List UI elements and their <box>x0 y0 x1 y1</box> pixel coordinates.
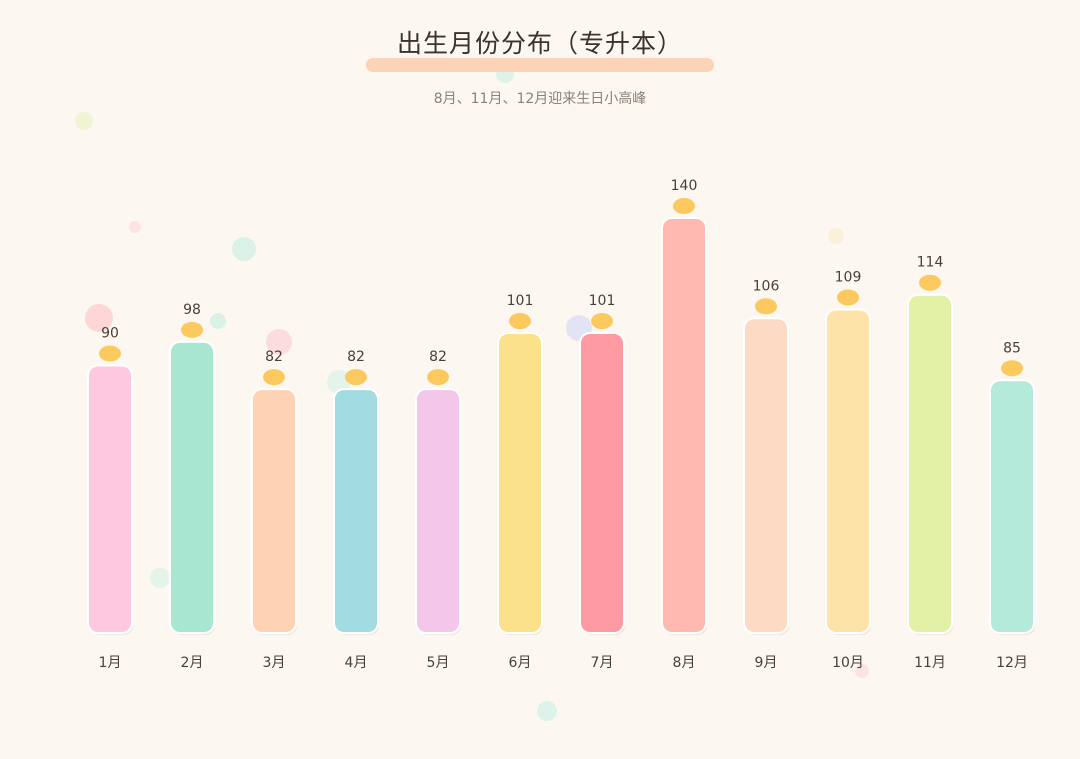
value-dot <box>1001 360 1023 377</box>
bar-11月 <box>909 295 951 632</box>
bar-12月 <box>991 381 1033 632</box>
value-label: 90 <box>101 326 119 342</box>
category-label: 12月 <box>996 655 1028 671</box>
value-dot <box>345 369 367 386</box>
chart-title: 出生月份分布（专升本） <box>396 29 683 58</box>
bubble <box>232 237 256 261</box>
value-dot <box>509 313 531 330</box>
bubble <box>266 329 292 355</box>
value-label: 101 <box>507 293 534 309</box>
bubble <box>327 370 351 394</box>
title-underline <box>366 58 714 72</box>
bubble <box>537 701 557 721</box>
value-dot <box>919 274 941 291</box>
chart-subtitle: 8月、11月、12月迎来生日小高峰 <box>433 91 647 107</box>
category-label: 6月 <box>509 655 532 671</box>
bar-8月 <box>663 219 705 632</box>
value-dot <box>99 345 121 362</box>
category-label: 10月 <box>832 655 864 671</box>
value-label: 82 <box>347 349 365 365</box>
category-label: 5月 <box>427 655 450 671</box>
bar-9月 <box>745 319 787 632</box>
category-label: 3月 <box>263 655 286 671</box>
bar-6月 <box>499 334 541 632</box>
bubble <box>855 664 869 678</box>
value-label: 106 <box>753 278 780 294</box>
value-label: 109 <box>835 269 862 285</box>
value-label: 114 <box>917 255 944 271</box>
bar-7月 <box>581 334 623 632</box>
bar-5月 <box>417 390 459 632</box>
value-dot <box>181 321 203 338</box>
value-dot <box>591 313 613 330</box>
value-dot <box>673 198 695 214</box>
category-label: 7月 <box>591 655 614 671</box>
value-label: 82 <box>429 349 447 365</box>
bubble <box>828 228 844 244</box>
bubble <box>75 112 93 130</box>
category-label: 1月 <box>99 655 122 671</box>
value-label: 85 <box>1003 340 1021 356</box>
category-label: 2月 <box>181 655 204 671</box>
value-label: 82 <box>265 349 283 365</box>
category-label: 8月 <box>673 655 696 671</box>
value-dot <box>427 369 449 386</box>
bar-10月 <box>827 310 869 632</box>
bubble <box>150 568 170 588</box>
value-label: 98 <box>183 302 201 318</box>
bubble <box>210 313 226 329</box>
bar-4月 <box>335 390 377 632</box>
category-label: 9月 <box>755 655 778 671</box>
value-dot <box>263 369 285 386</box>
bubble <box>85 304 113 332</box>
value-dot <box>837 289 859 306</box>
value-label: 140 <box>671 178 698 194</box>
category-label: 11月 <box>914 655 946 671</box>
value-label: 101 <box>589 293 616 309</box>
value-dot <box>755 298 777 315</box>
bar-2月 <box>171 342 213 632</box>
category-label: 4月 <box>345 655 368 671</box>
bar-1月 <box>89 366 131 632</box>
bubble <box>129 221 141 233</box>
bar-3月 <box>253 390 295 632</box>
